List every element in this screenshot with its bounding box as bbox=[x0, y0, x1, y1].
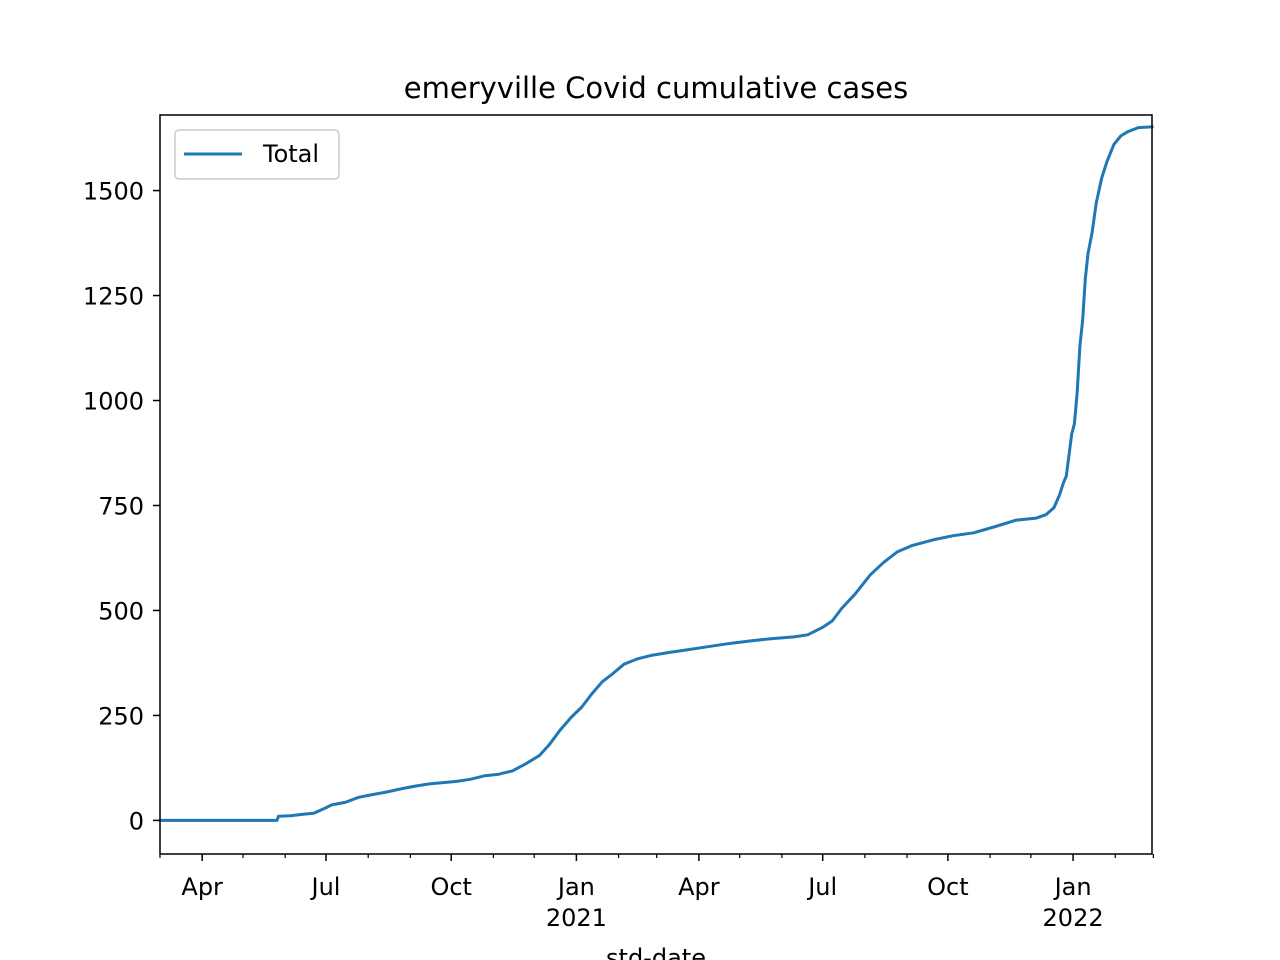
y-tick-label: 1500 bbox=[83, 178, 144, 206]
legend: Total bbox=[174, 129, 340, 180]
x-tick-label: Jul bbox=[310, 873, 341, 901]
y-tick-label: 0 bbox=[129, 807, 144, 835]
x-tick-label: Apr bbox=[678, 873, 720, 901]
legend-box bbox=[174, 129, 340, 180]
legend-label: Total bbox=[262, 140, 319, 168]
plot-frame bbox=[159, 114, 1153, 855]
x-tick-year-label: 2021 bbox=[546, 904, 607, 932]
y-tick-label: 1250 bbox=[83, 283, 144, 311]
x-axis-label: std-date bbox=[606, 944, 706, 960]
x-tick-label: Oct bbox=[430, 873, 472, 901]
series-line-total bbox=[158, 125, 1154, 822]
chart-title: emeryville Covid cumulative cases bbox=[404, 71, 908, 105]
x-tick-year-label: 2022 bbox=[1043, 904, 1104, 932]
x-tick-label: Oct bbox=[927, 873, 969, 901]
x-tick-label: Jan bbox=[1053, 873, 1092, 901]
y-tick-label: 750 bbox=[98, 492, 144, 520]
y-tick-label: 1000 bbox=[83, 388, 144, 416]
series-layer bbox=[158, 125, 1154, 822]
x-tick-label: Jan bbox=[556, 873, 595, 901]
y-tick-label: 250 bbox=[98, 702, 144, 730]
y-tick-label: 500 bbox=[98, 597, 144, 625]
x-tick-label: Jul bbox=[806, 873, 837, 901]
x-tick-label: Apr bbox=[181, 873, 223, 901]
axes: 0 250 500 750 1000 1250 1500 Apr Jul Oct Jan 2021 Ap… bbox=[83, 178, 1154, 932]
